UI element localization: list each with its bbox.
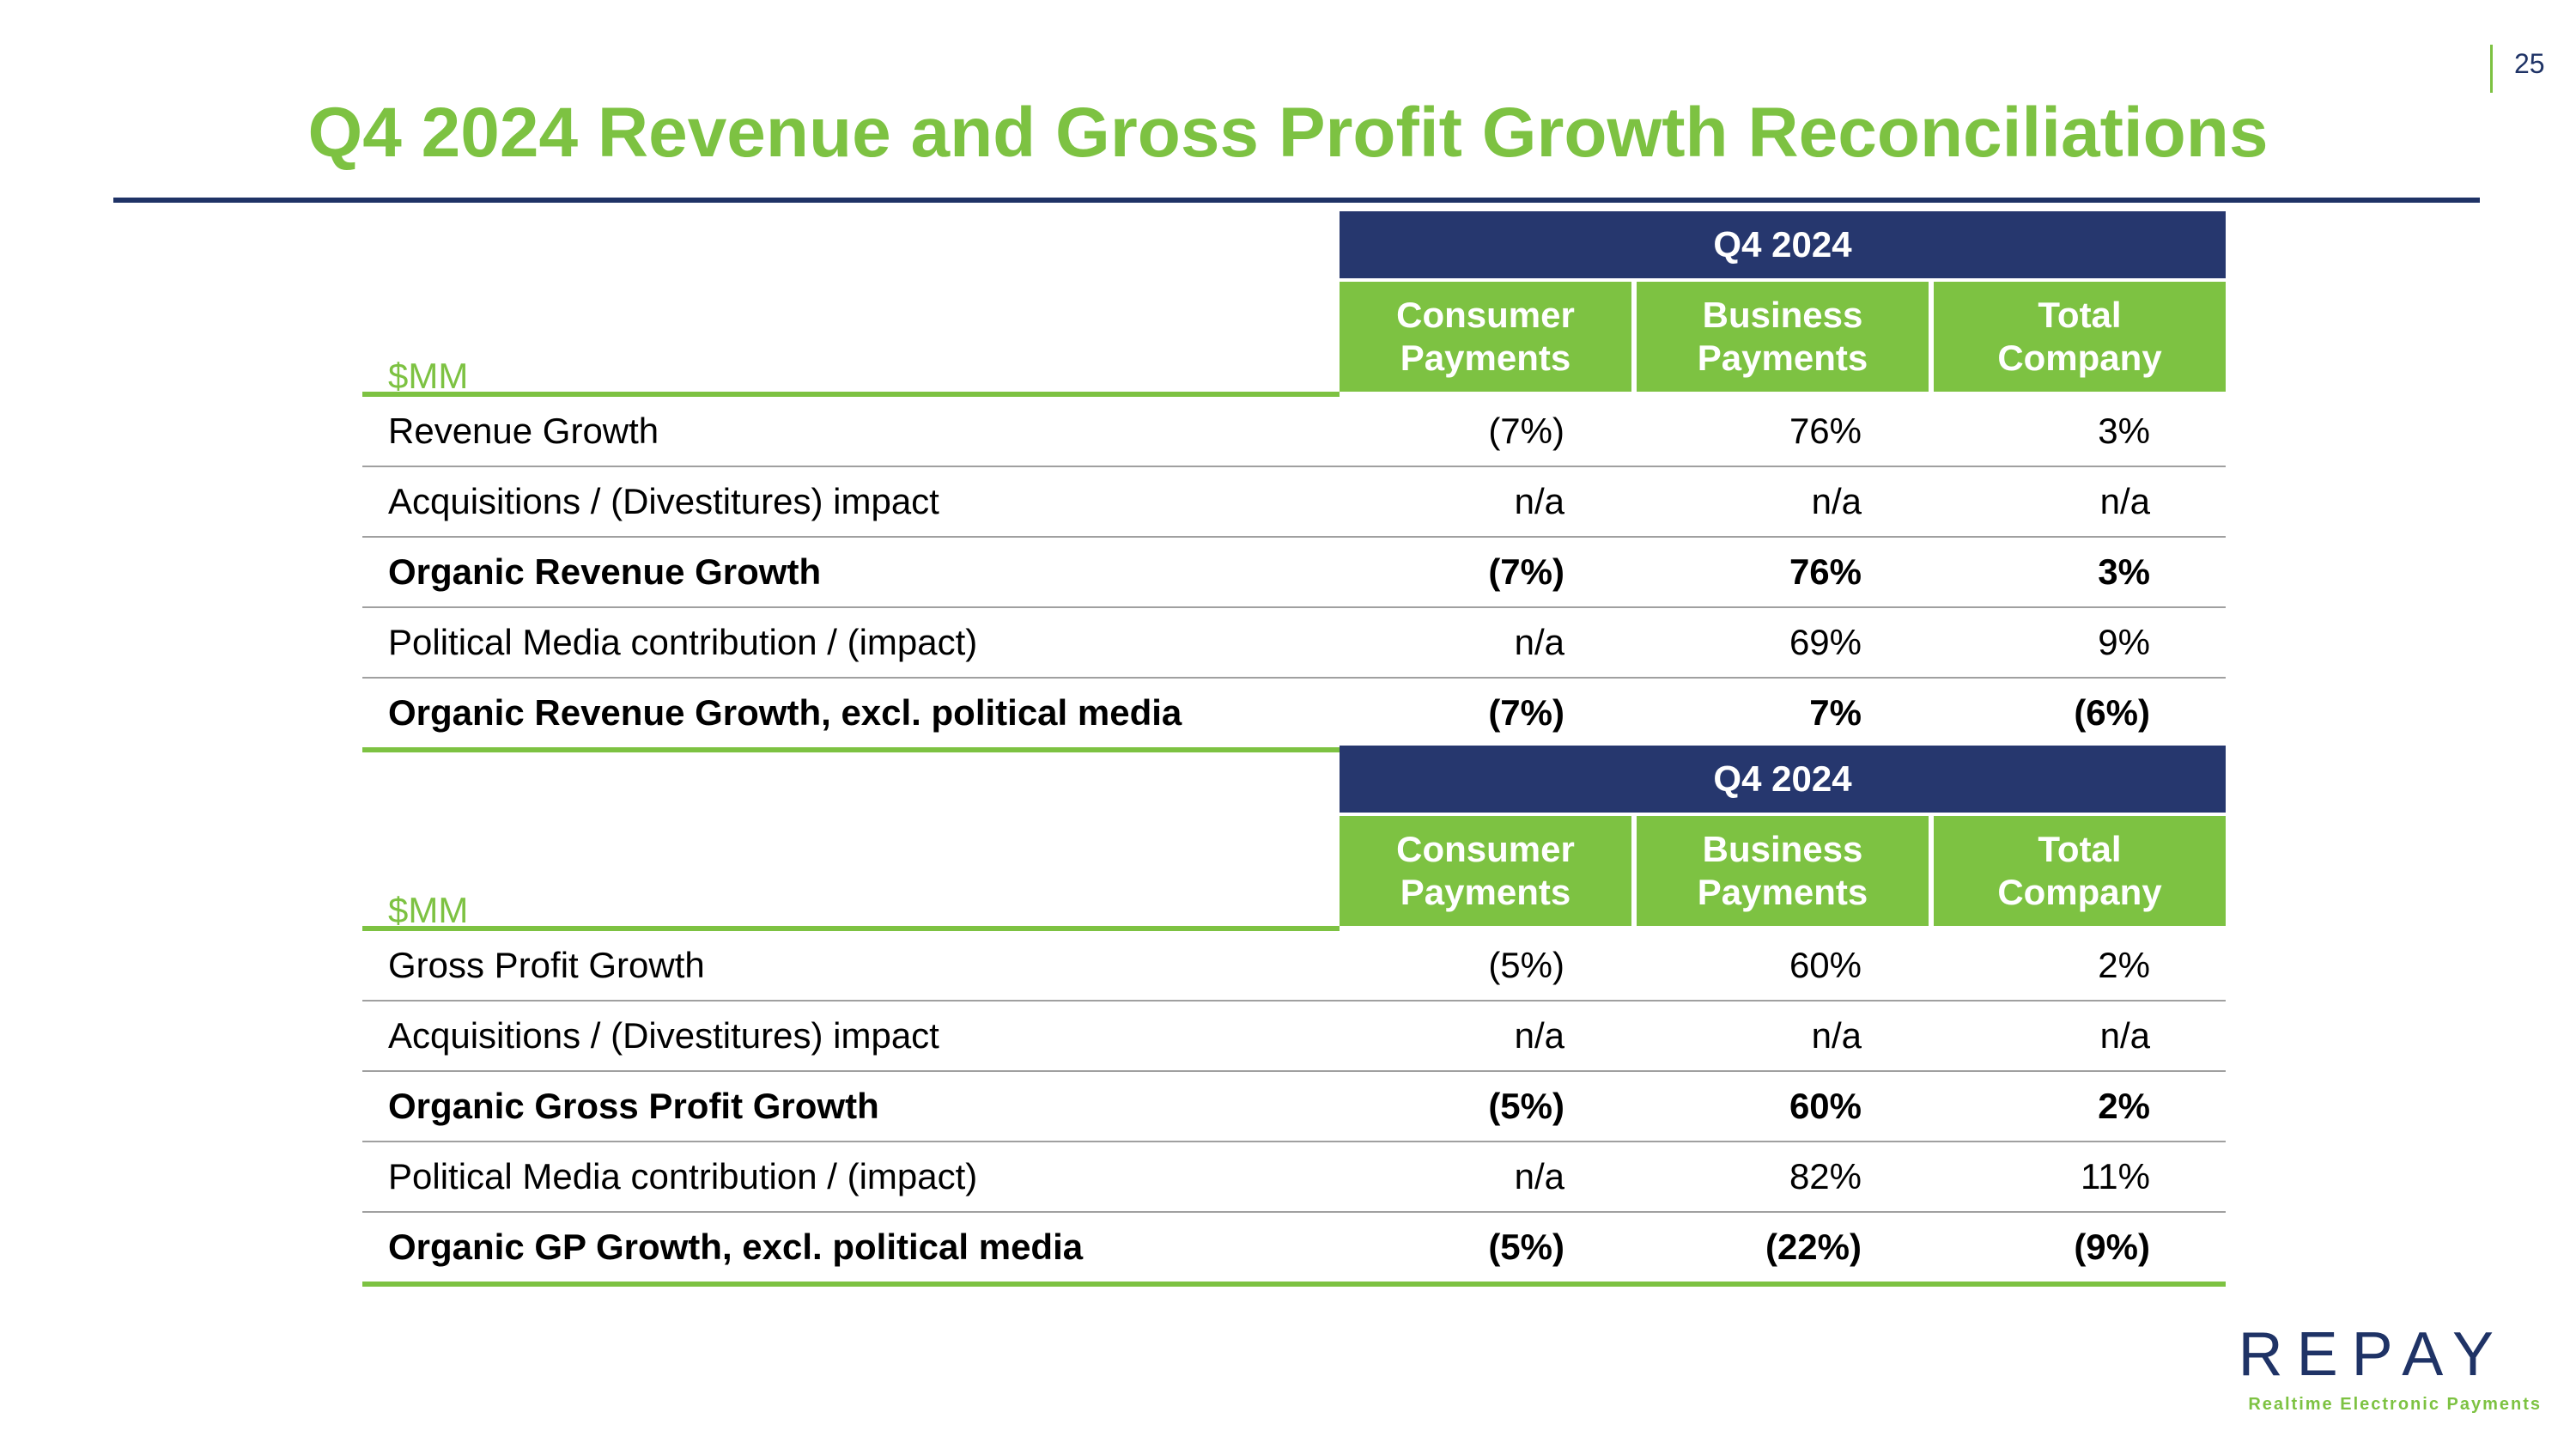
cell-business: 76% [1789,411,1862,451]
row-label: Organic Revenue Growth, excl. political … [388,692,1182,733]
cell-consumer: n/a [1514,481,1564,521]
cell-business: 82% [1789,1156,1862,1196]
table-row: Revenue Growth (7%) 76% 3% [362,397,2226,467]
header-rule [362,392,1340,397]
row-label: Political Media contribution / (impact) [388,1156,978,1196]
cell-consumer: (5%) [1488,1227,1564,1267]
column-header-consumer-payments: Consumer Payments [1340,816,1631,926]
cell-total: n/a [2099,1015,2150,1056]
row-label: Gross Profit Growth [388,945,705,985]
unit-label: $MM [388,890,469,930]
table-row: Organic GP Growth, excl. political media… [362,1213,2226,1287]
cell-consumer: (7%) [1488,411,1564,451]
row-label: Organic Revenue Growth [388,551,822,592]
table-row: Political Media contribution / (impact) … [362,608,2226,679]
column-header-total-company: Total Company [1934,816,2226,926]
cell-business: n/a [1811,1015,1862,1056]
cell-total: 3% [2098,551,2150,592]
page-number: 25 [2514,48,2545,79]
cell-consumer: n/a [1514,622,1564,662]
cell-business: (22%) [1765,1227,1862,1267]
table-header: Q4 2024 Consumer Payments Business Payment… [362,211,2226,397]
cell-total: n/a [2099,481,2150,521]
table-row: Gross Profit Growth (5%) 60% 2% [362,931,2226,1002]
cell-business: 69% [1789,622,1862,662]
row-label: Acquisitions / (Divestitures) impact [388,481,939,521]
cell-total: 2% [2098,1086,2150,1126]
cell-business: 7% [1809,692,1862,733]
cell-total: 11% [2081,1156,2150,1196]
table-row: Political Media contribution / (impact) … [362,1142,2226,1213]
column-header-consumer-payments: Consumer Payments [1340,282,1631,392]
table-row: Organic Revenue Growth (7%) 76% 3% [362,538,2226,608]
unit-label: $MM [388,356,469,396]
cell-total: 2% [2098,945,2150,985]
cell-business: 60% [1789,1086,1862,1126]
page-title: Q4 2024 Revenue and Gross Profit Growth … [307,94,2269,172]
table-row: Acquisitions / (Divestitures) impact n/a… [362,1002,2226,1072]
cell-business: 60% [1789,945,1862,985]
cell-consumer: (5%) [1488,945,1564,985]
page-number-divider [2490,45,2493,93]
table-header: Q4 2024 Consumer Payments Business Payment… [362,746,2226,931]
period-header: Q4 2024 [1340,746,2226,813]
cell-business: 76% [1789,551,1862,592]
gross-profit-growth-table: Q4 2024 Consumer Payments Business Payment… [362,746,2226,1287]
cell-total: (6%) [2074,692,2150,733]
row-label: Revenue Growth [388,411,659,451]
revenue-growth-table: Q4 2024 Consumer Payments Business Payment… [362,211,2226,752]
logo-tagline: Realtime Electronic Payments [2248,1395,2542,1414]
cell-consumer: n/a [1514,1015,1564,1056]
cell-total: 9% [2098,622,2150,662]
row-label: Acquisitions / (Divestitures) impact [388,1015,939,1056]
cell-consumer: (7%) [1488,692,1564,733]
table-row: Organic Revenue Growth, excl. political … [362,679,2226,752]
repay-logo: REPAY Realtime Electronic Payments [2233,1319,2542,1422]
title-divider [113,198,2480,203]
period-header: Q4 2024 [1340,211,2226,278]
cell-total: 3% [2098,411,2150,451]
row-label: Organic Gross Profit Growth [388,1086,879,1126]
column-header-total-company: Total Company [1934,282,2226,392]
cell-business: n/a [1811,481,1862,521]
cell-consumer: n/a [1514,1156,1564,1196]
table-row: Organic Gross Profit Growth (5%) 60% 2% [362,1072,2226,1142]
cell-consumer: (5%) [1488,1086,1564,1126]
header-rule [362,926,1340,931]
column-header-business-payments: Business Payments [1637,816,1929,926]
row-label: Organic GP Growth, excl. political media [388,1227,1084,1267]
cell-total: (9%) [2074,1227,2150,1267]
cell-consumer: (7%) [1488,551,1564,592]
logo-wordmark: REPAY [2238,1320,2507,1389]
row-label: Political Media contribution / (impact) [388,622,978,662]
table-row: Acquisitions / (Divestitures) impact n/a… [362,467,2226,538]
column-header-business-payments: Business Payments [1637,282,1929,392]
